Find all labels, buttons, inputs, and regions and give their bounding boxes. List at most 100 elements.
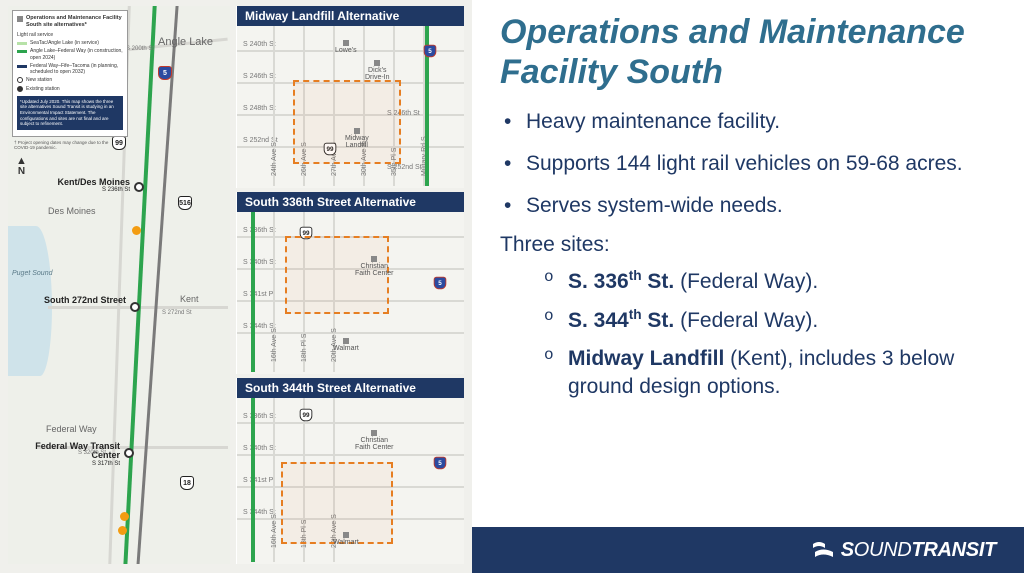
poi-label: ChristianFaith Center — [355, 430, 394, 452]
legend-row: Federal Way–Fife–Tacoma (in planning, sc… — [17, 63, 123, 76]
street-line — [237, 454, 464, 456]
street-label: 24th Ave S — [271, 142, 278, 176]
inset-map: South 344th Street Alternative S 336th St… — [236, 378, 464, 564]
bullet-item: Serves system-wide needs. — [500, 192, 1002, 220]
poi-label: Walmart — [333, 338, 359, 352]
shield-i5: 5 — [434, 457, 447, 470]
legend-title-text: Operations and Maintenance Facility Sout… — [26, 15, 123, 29]
station-272 — [130, 302, 140, 312]
street-label: S 340th St — [243, 259, 276, 266]
station-kdm — [134, 182, 144, 192]
station-dot — [118, 526, 127, 535]
place-label: Kent — [180, 294, 199, 304]
legend-item: Existing station — [26, 86, 60, 92]
bullet-item: Heavy maintenance facility. — [500, 108, 1002, 136]
logo-text-part: TRANSIT — [911, 539, 996, 561]
poi-label: Lowe's — [335, 40, 357, 54]
compass-arrow: ▲ — [16, 158, 27, 166]
legend-item: SeaTac/Angle Lake (in service) — [30, 40, 99, 46]
logo-text-part: OUND — [854, 539, 912, 561]
bullet-list: Heavy maintenance facility. Supports 144… — [500, 108, 1002, 219]
station-label: South 272nd Street — [42, 296, 126, 305]
street-line — [237, 422, 464, 424]
street-label: 16th Ave S — [271, 328, 278, 362]
shield-516: 516 — [178, 196, 192, 210]
legend-item: Federal Way–Fife–Tacoma (in planning, sc… — [30, 63, 123, 76]
legend-title: Operations and Maintenance Facility Sout… — [17, 15, 123, 29]
i5-line — [136, 6, 178, 564]
legend-row: Light rail service — [17, 32, 123, 38]
station-sub: S 236th St — [42, 187, 130, 193]
poi-label: Walmart — [333, 532, 359, 546]
legend-swatch — [17, 42, 27, 45]
poi-label: Dick'sDrive-In — [365, 60, 390, 82]
legend-swatch — [17, 50, 27, 53]
station-dot — [132, 226, 141, 235]
overview-map: Puget Sound 5 99 516 18 509 Kent/Des Moi… — [8, 6, 230, 564]
station-name: Kent/Des Moines — [57, 177, 130, 187]
shield-sr: 99 — [300, 409, 313, 422]
street-label: S 336th St — [243, 227, 276, 234]
legend-item: New station — [26, 77, 52, 83]
road-text: S 200th St — [126, 46, 154, 52]
street-label: S 341st Pl — [243, 477, 275, 484]
legend-row: Angle Lake–Federal Way (in construction,… — [17, 48, 123, 61]
soundtransit-logo: SOUNDTRANSIT — [811, 539, 996, 562]
legend-row: SeaTac/Angle Lake (in service) — [17, 40, 123, 46]
sites-subhead: Three sites: — [500, 233, 1002, 257]
content-panel: Operations and Maintenance Facility Sout… — [472, 0, 1024, 573]
legend-swatch — [17, 65, 27, 68]
station-sub: S 317th St — [26, 461, 120, 467]
street-label: 18th Pl S — [301, 334, 308, 362]
compass-label: N — [16, 166, 27, 177]
street-label: S 341st Pl — [243, 291, 275, 298]
map-legend: Operations and Maintenance Facility Sout… — [12, 10, 128, 137]
inset-body: S 336th StS 340th StS 341st PlS 344th St… — [237, 212, 464, 372]
footer-bar: SOUNDTRANSIT — [472, 527, 1024, 573]
rail-line — [123, 6, 156, 564]
logo-text-part: S — [841, 539, 854, 561]
station-fwtc — [124, 448, 134, 458]
poi-label: ChristianFaith Center — [355, 256, 394, 278]
inset-body: S 336th StS 340th StS 341st PlS 344th St… — [237, 398, 464, 562]
legend-circle-icon — [17, 86, 23, 92]
site-item: S. 336th St. (Federal Way). — [544, 267, 1002, 296]
bullet-item: Supports 144 light rail vehicles on 59-6… — [500, 150, 1002, 178]
street-label: 16th Ave S — [271, 514, 278, 548]
street-label: S 340th St — [243, 445, 276, 452]
slide-root: Puget Sound 5 99 516 18 509 Kent/Des Moi… — [0, 0, 1024, 573]
sites-list: S. 336th St. (Federal Way). S. 344th St. … — [500, 267, 1002, 400]
place-label: Des Moines — [48, 206, 96, 216]
road-text: S 272nd St — [162, 310, 192, 316]
station-label: Kent/Des Moines S 236th St — [42, 178, 130, 194]
water-label: Puget Sound — [12, 270, 52, 277]
shield-i5: 5 — [424, 45, 437, 58]
legend-circle-icon — [17, 77, 23, 83]
inset-title: Midway Landfill Alternative — [237, 6, 464, 26]
place-label: Angle Lake — [158, 36, 213, 48]
legend-item: Light rail service — [17, 32, 53, 38]
slide-title: Operations and Maintenance Facility Sout… — [500, 12, 1002, 92]
inset-title: South 336th Street Alternative — [237, 192, 464, 212]
legend-row: Existing station — [17, 86, 123, 92]
legend-row: New station — [17, 77, 123, 83]
poi-label: MidwayLandfill — [345, 128, 369, 150]
street-label: S 246th St — [243, 73, 276, 80]
legend-item: Angle Lake–Federal Way (in construction,… — [30, 48, 123, 61]
inset-body: S 240th StS 246th StS 248th StS 252nd St… — [237, 26, 464, 186]
site-item: S. 344th St. (Federal Way). — [544, 306, 1002, 335]
rail-line — [251, 398, 255, 562]
inset-title: South 344th Street Alternative — [237, 378, 464, 398]
logo-mark-icon — [811, 540, 835, 560]
street-label: S 240th St — [243, 41, 276, 48]
street-label: S 336th St — [243, 413, 276, 420]
legend-footnote: † Project opening dates may change due t… — [14, 140, 122, 150]
compass-icon: ▲ N — [16, 158, 27, 177]
station-name: South 272nd Street — [44, 295, 126, 305]
legend-square-icon — [17, 16, 23, 22]
legend-note: *Updated July 2020. This map shows the t… — [17, 96, 123, 130]
rail-line — [251, 212, 255, 372]
shield-i5: 5 — [158, 66, 172, 80]
place-label: Federal Way — [46, 424, 97, 434]
inset-map: South 336th Street Alternative S 336th St… — [236, 192, 464, 374]
